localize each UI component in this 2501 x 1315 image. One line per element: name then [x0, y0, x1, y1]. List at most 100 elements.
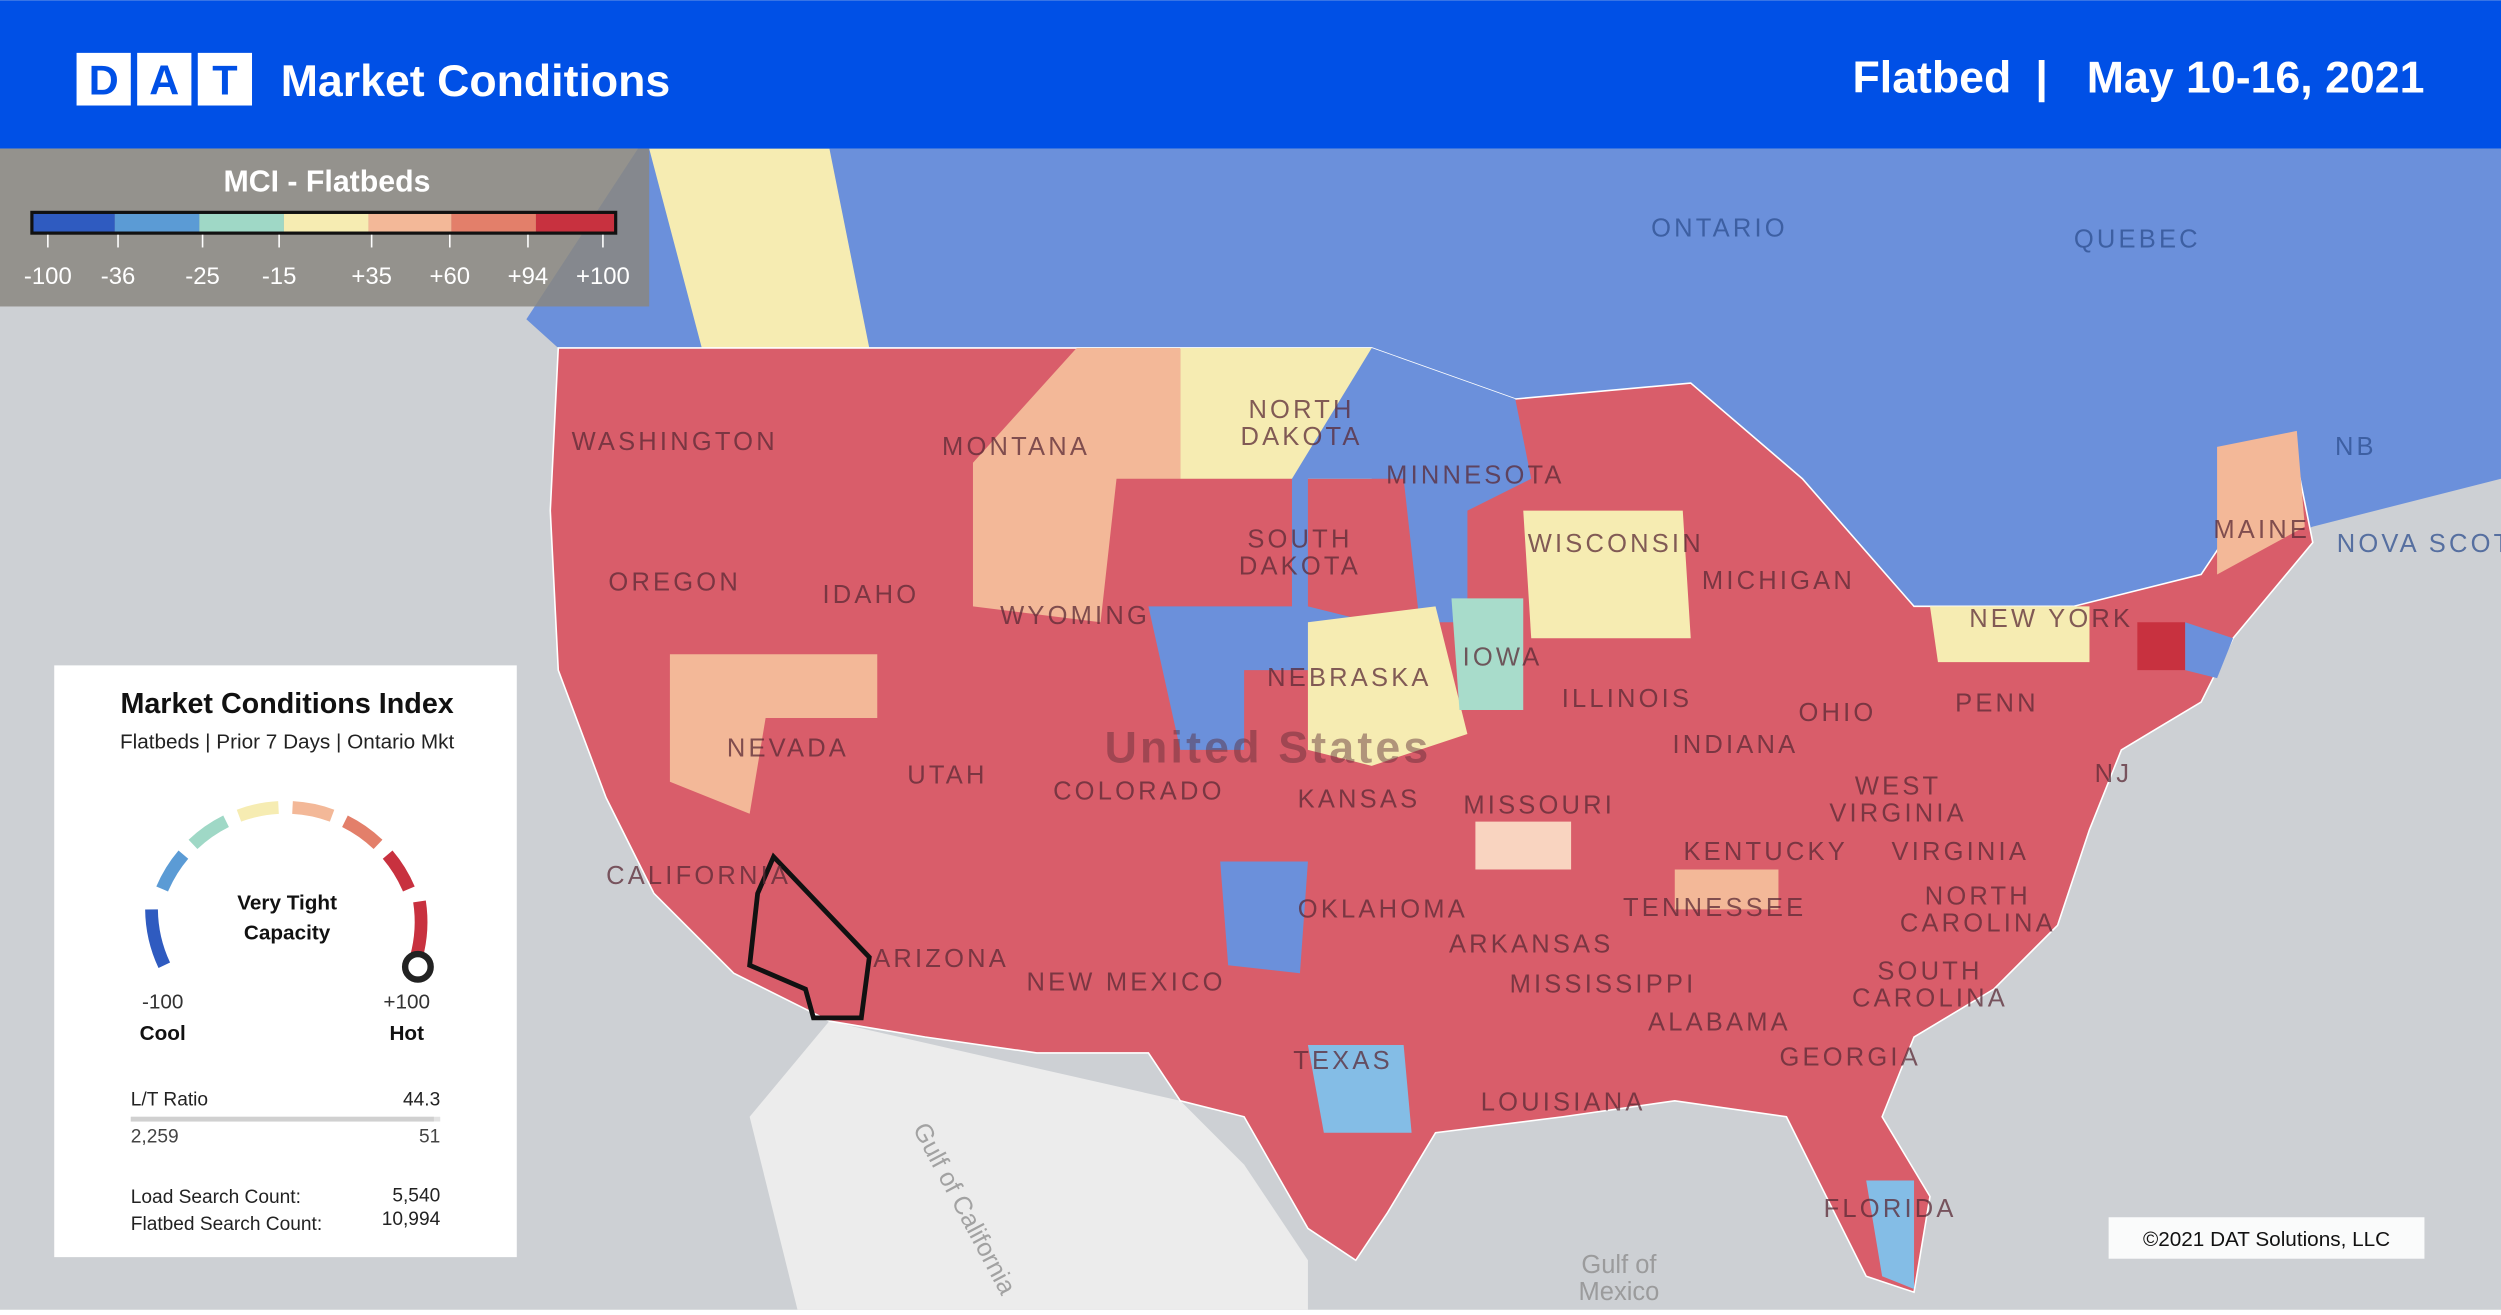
legend-tick-label: -25 [185, 263, 220, 290]
map-label: NEW MEXICO [1026, 969, 1225, 997]
legend-bar: -100 -36 -25 -15 +35 +60 +94 +100 [24, 210, 630, 290]
gauge-max: +100 [383, 990, 430, 1013]
highlight-market [747, 852, 872, 1021]
legend-tick-label: +60 [430, 263, 471, 290]
gauge-segment [156, 850, 189, 892]
status: Very Tight [237, 891, 337, 914]
gauge-knob [401, 950, 434, 983]
map-label: NORTH [1925, 883, 2031, 911]
index-card [54, 665, 517, 1258]
map-label: COLORADO [1053, 777, 1225, 805]
flatbed-search-label: Flatbed Search Count: [131, 1214, 322, 1235]
map-label: FLORIDA [1824, 1195, 1957, 1223]
region [2137, 622, 2186, 671]
map-label: ARKANSAS [1449, 930, 1613, 958]
gauge-segment [341, 815, 383, 850]
legend-swatch [114, 212, 200, 234]
header-title: Market Conditions [281, 57, 671, 106]
ratio: 44.3 [403, 1090, 440, 1111]
map-label: PENN [1955, 690, 2039, 718]
legend-swatch [368, 212, 452, 234]
region [1220, 861, 1308, 974]
legend-swatch [535, 212, 616, 234]
region [1866, 1180, 1915, 1290]
load-count: 2,259 [131, 1126, 179, 1147]
map-label: Gulf of [1581, 1251, 1657, 1279]
map-label: MICHIGAN [1702, 567, 1855, 595]
canada [526, 148, 2501, 607]
region [1674, 869, 1779, 910]
region [972, 347, 1181, 623]
map-label: NB [2335, 433, 2377, 461]
map-label: MAINE [2213, 516, 2310, 544]
region [669, 654, 878, 814]
map-label: Mexico [1579, 1278, 1660, 1306]
logo-box [197, 52, 253, 106]
map-label: LOUISIANA [1481, 1088, 1646, 1116]
legend-tick-label: -15 [262, 263, 297, 290]
gauge-end [145, 909, 171, 968]
legend-tick-label: +94 [508, 263, 549, 290]
legend-tick-label: +35 [351, 263, 392, 290]
legend-title: MCI - Flatbeds [223, 166, 430, 199]
map-label: DAKOTA [1240, 423, 1362, 451]
map-label: ALABAMA [1648, 1009, 1791, 1037]
load-search: 5,540 [392, 1185, 440, 1206]
ratio-label: L/T Ratio [131, 1090, 208, 1111]
map-label: CALIFORNIA [606, 862, 791, 890]
map-label: WISCONSIN [1528, 530, 1704, 558]
map-label: KANSAS [1298, 785, 1421, 813]
map-label: NJ [2095, 760, 2133, 788]
map-label: NORTH [1248, 396, 1354, 424]
legend-swatch [199, 212, 284, 234]
region [1148, 347, 1532, 750]
map-label: WASHINGTON [572, 428, 778, 456]
gauge-end [410, 900, 428, 959]
logo-box [76, 52, 131, 106]
mexico [749, 1021, 1308, 1310]
map-label: MISSOURI [1463, 792, 1615, 820]
flatbed-search: 10,994 [382, 1209, 441, 1230]
map-label: TENNESSEE [1623, 894, 1806, 922]
map-label: NEBRASKA [1267, 664, 1431, 692]
gauge-min: -100 [142, 990, 183, 1013]
map-label: INDIANA [1672, 731, 1798, 759]
region [2217, 430, 2305, 575]
map-label: TEXAS [1293, 1047, 1393, 1075]
region [1307, 606, 1468, 766]
map-label: MISSISSIPPI [1510, 970, 1697, 998]
region [1307, 1044, 1412, 1133]
map-label: GEORGIA [1780, 1044, 1921, 1072]
copyright: ©2021 DAT Solutions, LLC [2143, 1228, 2390, 1251]
region [1523, 510, 1691, 639]
card-title: Market Conditions Index [120, 688, 453, 720]
map-label: ILLINOIS [1562, 685, 1692, 713]
map-label: MONTANA [942, 433, 1090, 461]
map-label: UTAH [907, 761, 987, 789]
card-subtitle: Flatbeds | Prior 7 Days | Ontario Mkt [120, 730, 455, 753]
logo-letter: A [149, 56, 179, 103]
date: May 10-16, 2021 [2087, 54, 2425, 103]
map-label: MINNESOTA [1386, 462, 1565, 490]
map-label: OHIO [1798, 699, 1876, 727]
gauge-segment [382, 850, 415, 892]
map-label: IDAHO [823, 581, 920, 609]
legend-swatch [31, 212, 115, 234]
map-label: ONTARIO [1651, 214, 1788, 242]
map-label: WEST [1855, 773, 1941, 801]
map-label: ARIZONA [873, 945, 1009, 973]
legend-frame [30, 210, 618, 235]
gauge-min-label: Cool [140, 1022, 186, 1045]
map-label: DAKOTA [1239, 552, 1361, 580]
map-labels: ONTARIO QUEBEC NB NOVA SCOTIA WASHINGTON MONT… [572, 214, 2501, 1306]
map-label: VIRGINIA [1829, 800, 1967, 828]
gauge-max-label: Hot [389, 1022, 424, 1045]
truck-count: 51 [419, 1126, 440, 1147]
logo-letter: D [89, 56, 119, 103]
gauge-segment [236, 801, 279, 822]
load-search-label: Load Search Count: [131, 1187, 301, 1208]
gauge-segment [188, 815, 230, 850]
region [1929, 606, 2090, 663]
